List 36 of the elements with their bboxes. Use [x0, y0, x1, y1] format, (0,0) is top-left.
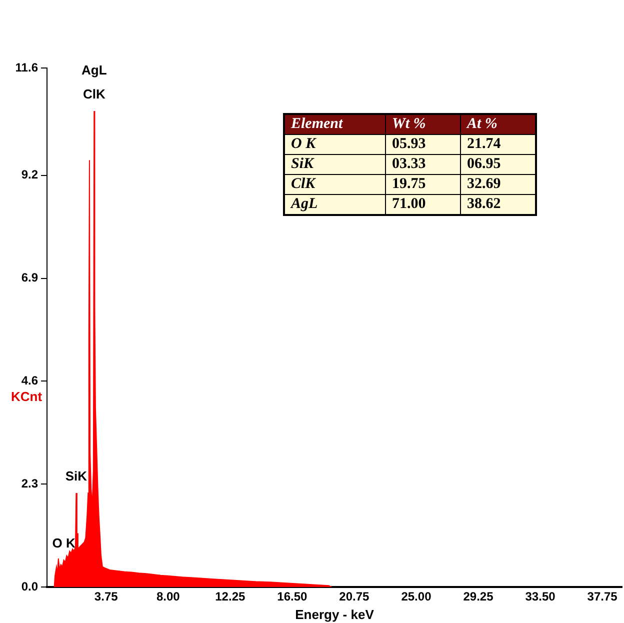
annotation: 19.75 — [386, 174, 460, 194]
y-tick-label: 0.0 — [21, 579, 38, 594]
annotation: 38.62 — [460, 194, 536, 215]
annotation: O K — [284, 134, 386, 154]
annotation: ClK — [82, 86, 106, 102]
y-tick-label: 6.9 — [21, 270, 38, 285]
y-tick-label: 4.6 — [21, 374, 38, 388]
annotation: O K — [52, 536, 76, 551]
x-axis-title: Energy - keV — [295, 606, 374, 622]
x-tick-label: 29.25 — [463, 590, 494, 604]
annotation: 32.69 — [460, 174, 536, 194]
annotation: 21.74 — [460, 134, 536, 154]
x-tick-label: 25.00 — [401, 590, 432, 604]
annotation: SiK — [284, 154, 386, 174]
y-tick-label: 2.3 — [21, 476, 38, 490]
x-tick-label: 12.25 — [215, 590, 246, 604]
annotation: ClK — [284, 174, 386, 194]
y-tick-label: 11.6 — [15, 60, 38, 74]
x-tick-label: 16.50 — [277, 590, 308, 604]
annotation: At % — [460, 114, 536, 134]
annotation: AgL — [284, 194, 386, 215]
x-tick-label: 20.75 — [339, 590, 370, 604]
x-tick-label: 37.75 — [587, 590, 618, 604]
annotation: 05.93 — [386, 134, 460, 154]
x-tick-label: 33.50 — [525, 590, 556, 604]
annotation: 71.00 — [386, 194, 460, 215]
annotation: Element — [284, 114, 386, 134]
annotation: AgL — [82, 62, 107, 78]
x-tick-label: 8.00 — [156, 590, 180, 604]
annotation: SiK — [65, 468, 88, 484]
annotation: 03.33 — [386, 154, 460, 174]
x-tick-label: 3.75 — [94, 590, 118, 604]
y-axis-title: KCnt — [11, 389, 43, 404]
annotation: 06.95 — [460, 154, 536, 174]
y-tick-label: 9.2 — [21, 168, 38, 182]
annotation: Wt % — [386, 114, 460, 134]
